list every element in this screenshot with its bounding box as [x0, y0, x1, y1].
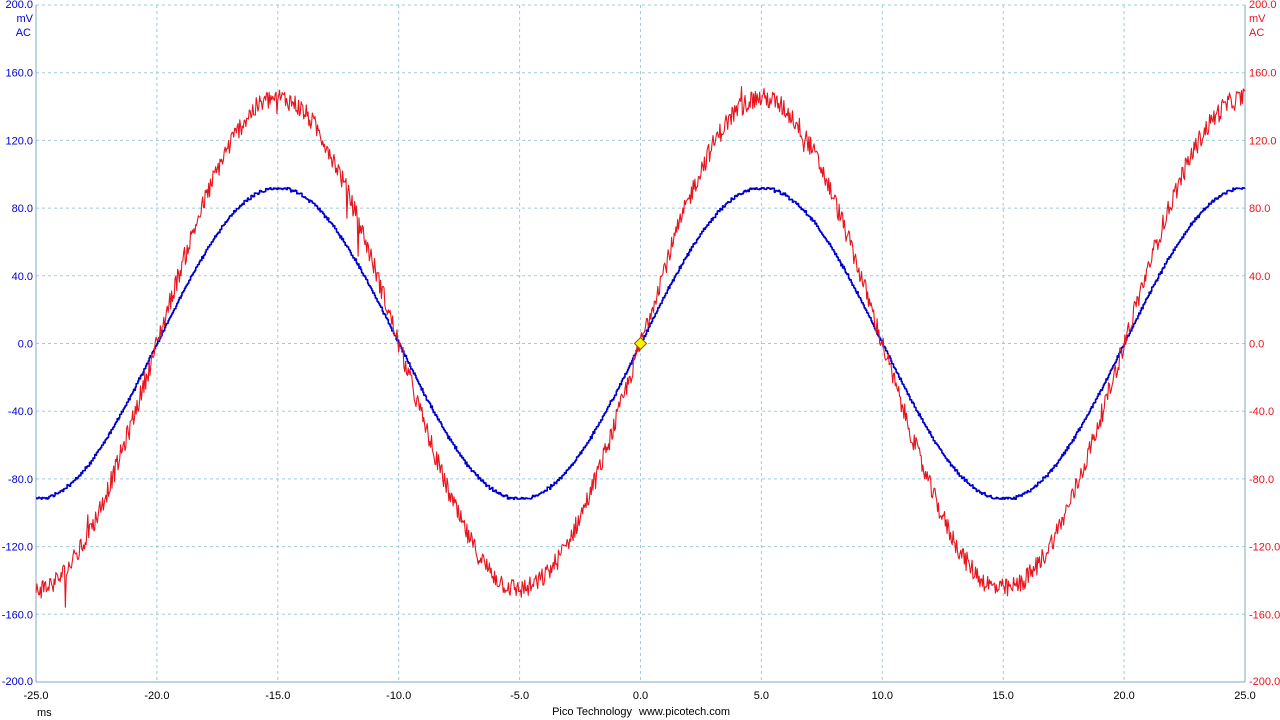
left-y-tick-label: -160.0: [2, 609, 33, 621]
x-unit-label: ms: [37, 707, 52, 719]
x-tick-label: 10.0: [872, 690, 893, 702]
right-y-tick-label: -40.0: [1249, 406, 1274, 418]
plot-frame: [35, 5, 1246, 683]
x-tick-label: 0.0: [633, 690, 648, 702]
left-y-tick-label: -80.0: [8, 474, 33, 486]
left-y-tick-label: 160.0: [5, 68, 33, 80]
left-y-tick-label: 80.0: [12, 203, 33, 215]
left-y-tick-label: 120.0: [5, 135, 33, 147]
left-y-tick-label: -120.0: [2, 542, 33, 554]
right-y-tick-label: 0.0: [1249, 339, 1264, 351]
right-y-tick-label: 80.0: [1249, 203, 1270, 215]
footer-brand: Pico Technology: [552, 706, 632, 718]
left-y-tick-label: 40.0: [12, 271, 33, 283]
x-tick-label: 25.0: [1234, 690, 1255, 702]
x-tick-label: -10.0: [386, 690, 411, 702]
right-y-tick-label: -200.0: [1249, 676, 1280, 688]
left-y-unit-label: mV: [17, 13, 34, 25]
left-y-tick-label: -200.0: [2, 676, 33, 688]
right-y-axis: mV AC 200.0 160.0 120.0 80.0 40.0 0.0 -40.0 -80…: [1249, 0, 1280, 688]
x-tick-label: -20.0: [144, 690, 169, 702]
right-y-coupling-label: AC: [1249, 27, 1264, 39]
right-y-tick-label: -80.0: [1249, 474, 1274, 486]
left-y-tick-label: 200.0: [5, 0, 33, 11]
left-y-tick-label: -40.0: [8, 406, 33, 418]
right-y-unit-label: mV: [1249, 13, 1266, 25]
x-tick-label: 20.0: [1113, 690, 1134, 702]
x-tick-label: 5.0: [754, 690, 769, 702]
right-y-tick-label: -120.0: [1249, 542, 1280, 554]
x-tick-label: -25.0: [23, 690, 48, 702]
right-y-tick-label: 160.0: [1249, 68, 1277, 80]
left-y-tick-label: 0.0: [18, 339, 33, 351]
right-y-tick-label: 40.0: [1249, 271, 1270, 283]
left-y-coupling-label: AC: [16, 27, 31, 39]
right-y-tick-label: -160.0: [1249, 609, 1280, 621]
right-y-tick-label: 200.0: [1249, 0, 1277, 11]
x-tick-label: -5.0: [510, 690, 529, 702]
x-tick-label: 15.0: [992, 690, 1013, 702]
right-y-tick-label: 120.0: [1249, 135, 1277, 147]
footer: Pico Technology www.picotech.com: [552, 706, 730, 718]
trigger-marker: [633, 336, 648, 351]
left-y-axis: mV AC 200.0 160.0 120.0 80.0 40.0 0.0 -40.0 -80…: [2, 0, 34, 688]
x-tick-label: -15.0: [265, 690, 290, 702]
footer-url: www.picotech.com: [638, 706, 730, 718]
x-axis: ms -25.0 -20.0 -15.0 -10.0 -5.0 0.0 5.0 10.0 15.…: [23, 690, 1255, 719]
marker-layer: [633, 336, 648, 351]
